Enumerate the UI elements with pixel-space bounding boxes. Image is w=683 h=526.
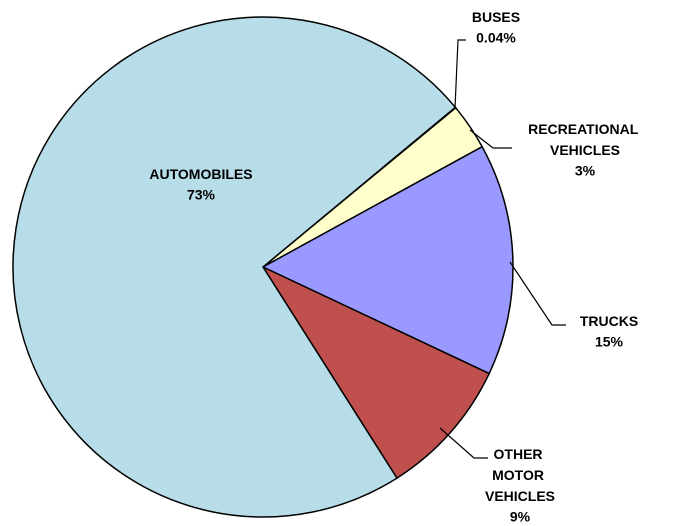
slice-label: OTHER MOTOR VEHICLES (485, 446, 555, 504)
value-label: 3% (575, 163, 596, 179)
label-line: VEHICLES (550, 142, 620, 158)
label-line: VEHICLES (485, 488, 555, 504)
label-line: OTHER (494, 446, 547, 462)
value-label: 15% (595, 334, 624, 350)
slice-label: TRUCKS (580, 313, 638, 329)
slice-label: AUTOMOBILES (149, 166, 252, 182)
label-line: TRUCKS (580, 313, 638, 329)
leader-line (454, 39, 466, 109)
leader-line (439, 427, 488, 459)
slice (12, 16, 457, 518)
leader-line (509, 261, 566, 326)
leader-line (469, 129, 512, 149)
label-line: AUTOMOBILES (149, 166, 252, 182)
pie (12, 16, 514, 518)
label-line: BUSES (472, 9, 520, 25)
value-label: 9% (510, 509, 531, 525)
label-line: RECREATIONAL (528, 121, 642, 137)
label-line: MOTOR (492, 467, 548, 483)
slice (260, 265, 491, 480)
slice (261, 145, 514, 375)
slice-label: RECREATIONAL VEHICLES (528, 121, 642, 158)
slice-label: BUSES (472, 9, 520, 25)
value-label: 73% (187, 187, 216, 203)
value-label: 0.04% (476, 30, 516, 46)
